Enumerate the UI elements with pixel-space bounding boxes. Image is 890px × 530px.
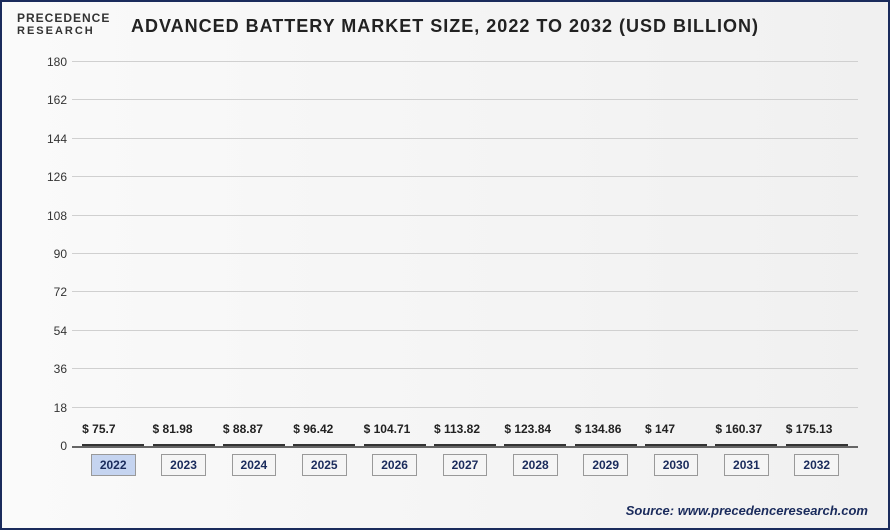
bar-group: $ 1472030: [645, 444, 707, 446]
bar: [434, 444, 496, 446]
bar-group: $ 104.712026: [364, 444, 426, 446]
bar-group: $ 75.72022: [82, 444, 144, 446]
bar: [715, 444, 777, 446]
y-tick: 72: [32, 285, 67, 299]
logo-line2: RESEARCH: [17, 25, 110, 37]
bar-value-label: $ 113.82: [434, 422, 480, 436]
bar: [575, 444, 637, 446]
x-axis-label: 2024: [232, 454, 277, 476]
bar-value-label: $ 160.37: [715, 422, 762, 436]
x-axis-label: 2032: [794, 454, 839, 476]
y-tick: 36: [32, 362, 67, 376]
bar-group: $ 160.372031: [715, 444, 777, 446]
y-tick: 144: [32, 132, 67, 146]
source-text: Source: www.precedenceresearch.com: [626, 503, 868, 518]
bar-value-label: $ 123.84: [504, 422, 551, 436]
bar: [645, 444, 707, 446]
bar: [504, 444, 566, 446]
bar: [82, 444, 144, 446]
x-axis-label: 2028: [513, 454, 558, 476]
logo: PRECEDENCE RESEARCH: [17, 12, 110, 37]
y-tick: 108: [32, 209, 67, 223]
x-axis-label: 2025: [302, 454, 347, 476]
y-tick: 162: [32, 93, 67, 107]
logo-line1: PRECEDENCE: [17, 12, 110, 25]
bar: [293, 444, 355, 446]
x-axis-label: 2029: [583, 454, 628, 476]
y-tick: 180: [32, 55, 67, 69]
bar-group: $ 88.872024: [223, 444, 285, 446]
chart-area: 01836547290108126144162180 $ 75.72022$ 8…: [72, 62, 858, 448]
bar-group: $ 175.132032: [786, 444, 848, 446]
bar-value-label: $ 147: [645, 422, 675, 436]
x-axis-label: 2031: [724, 454, 769, 476]
chart-title: ADVANCED BATTERY MARKET SIZE, 2022 TO 20…: [2, 2, 888, 37]
x-axis-label: 2030: [654, 454, 699, 476]
bar-value-label: $ 96.42: [293, 422, 333, 436]
bar: [153, 444, 215, 446]
bar-value-label: $ 175.13: [786, 422, 833, 436]
bars-container: $ 75.72022 $ 81.982023 $ 88.872024 $ 96.422…: [82, 62, 848, 446]
bar-group: $ 113.822027: [434, 444, 496, 446]
bar-group: $ 134.862029: [575, 444, 637, 446]
x-axis-label: 2027: [443, 454, 488, 476]
bar: [223, 444, 285, 446]
y-tick: 0: [32, 439, 67, 453]
bar-group: $ 96.422025: [293, 444, 355, 446]
x-axis-label: 2023: [161, 454, 206, 476]
y-axis: 01836547290108126144162180: [32, 62, 67, 446]
y-tick: 18: [32, 401, 67, 415]
bar-value-label: $ 81.98: [153, 422, 193, 436]
x-axis-label: 2022: [91, 454, 136, 476]
bar: [364, 444, 426, 446]
bar-group: $ 123.842028: [504, 444, 566, 446]
y-tick: 54: [32, 324, 67, 338]
bar-group: $ 81.982023: [153, 444, 215, 446]
bar-value-label: $ 134.86: [575, 422, 622, 436]
bar-value-label: $ 75.7: [82, 422, 115, 436]
y-tick: 90: [32, 247, 67, 261]
x-axis-label: 2026: [372, 454, 417, 476]
bar-value-label: $ 104.71: [364, 422, 411, 436]
y-tick: 126: [32, 170, 67, 184]
chart-container: PRECEDENCE RESEARCH ADVANCED BATTERY MAR…: [0, 0, 890, 530]
bar: [786, 444, 848, 446]
bar-value-label: $ 88.87: [223, 422, 263, 436]
